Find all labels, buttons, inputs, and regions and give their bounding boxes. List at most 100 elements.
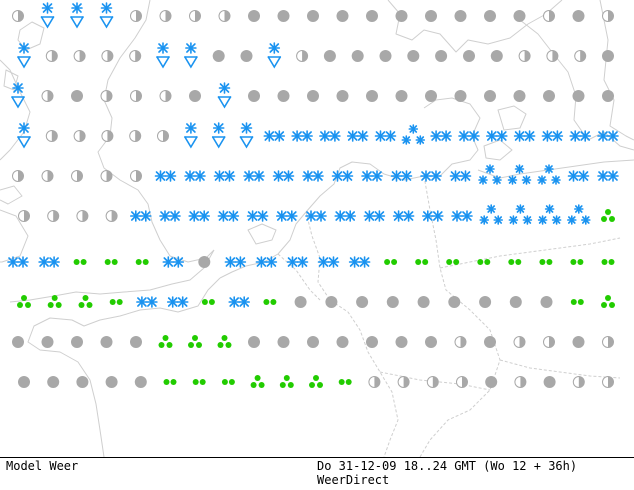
partly-cloudy-symbol xyxy=(71,170,83,182)
light-rain-symbol xyxy=(446,259,460,265)
snow-symbol xyxy=(392,210,415,222)
snow-symbol xyxy=(348,256,371,268)
light-rain-symbol xyxy=(221,379,235,385)
light-rain-symbol xyxy=(104,259,118,265)
light-rain-symbol xyxy=(73,259,87,265)
overcast-cloud-symbol xyxy=(12,336,24,348)
snow-symbol xyxy=(228,296,250,308)
overcast-cloud-symbol xyxy=(351,50,364,62)
overcast-cloud-symbol xyxy=(395,90,408,102)
snow-symbol xyxy=(263,130,286,142)
overcast-cloud-symbol xyxy=(277,336,290,348)
heavy-snow-symbol xyxy=(479,204,504,225)
overcast-cloud-symbol xyxy=(277,10,290,22)
snow-symbol xyxy=(541,130,564,142)
overcast-cloud-symbol xyxy=(572,10,585,22)
partly-cloudy-symbol xyxy=(602,10,614,22)
overcast-cloud-symbol xyxy=(134,376,147,388)
overcast-cloud-symbol xyxy=(490,50,503,62)
product-label: Model Weer xyxy=(6,459,79,473)
overcast-cloud-symbol xyxy=(212,50,225,62)
snow-symbol xyxy=(38,256,60,268)
heavy-snow-symbol xyxy=(401,124,426,145)
overcast-cloud-symbol xyxy=(71,90,83,102)
moderate-rain-symbol xyxy=(188,335,202,348)
snow-shower-symbol xyxy=(40,2,55,28)
overcast-cloud-symbol xyxy=(540,296,553,308)
moderate-rain-symbol xyxy=(309,375,323,388)
partly-cloudy-symbol xyxy=(105,210,118,222)
footer-divider xyxy=(0,457,634,458)
partly-cloudy-symbol xyxy=(45,130,58,142)
partly-cloudy-symbol xyxy=(518,50,531,62)
partly-cloudy-symbol xyxy=(45,50,58,62)
coastline-layer xyxy=(0,0,634,457)
light-rain-symbol xyxy=(201,299,215,305)
snow-symbol xyxy=(597,170,619,182)
snow-symbol xyxy=(255,256,278,268)
snow-symbol xyxy=(162,256,185,268)
overcast-cloud-symbol xyxy=(277,90,290,102)
overcast-cloud-symbol xyxy=(41,336,54,348)
light-rain-symbol xyxy=(163,379,177,385)
overcast-cloud-symbol xyxy=(543,376,556,388)
snow-symbol xyxy=(317,256,340,268)
overcast-cloud-symbol xyxy=(18,376,30,388)
snow-shower-symbol xyxy=(11,82,25,108)
partly-cloudy-symbol xyxy=(543,336,555,348)
snow-symbol xyxy=(305,210,327,222)
partly-cloudy-symbol xyxy=(41,170,54,182)
overcast-cloud-symbol xyxy=(379,50,392,62)
overcast-cloud-symbol xyxy=(47,376,60,388)
overcast-cloud-symbol xyxy=(366,336,378,348)
light-rain-symbol xyxy=(415,259,429,265)
overcast-cloud-symbol xyxy=(307,10,319,22)
overcast-cloud-symbol xyxy=(325,296,338,308)
overcast-cloud-symbol xyxy=(105,376,118,388)
snow-symbol xyxy=(430,130,452,142)
moderate-rain-symbol xyxy=(158,335,173,348)
heavy-snow-symbol xyxy=(508,204,533,225)
overcast-cloud-symbol xyxy=(336,336,349,348)
snow-symbol xyxy=(458,130,480,142)
snow-symbol xyxy=(217,210,240,222)
overcast-cloud-symbol xyxy=(572,90,585,102)
overcast-cloud-symbol xyxy=(543,90,555,102)
partly-cloudy-symbol xyxy=(159,10,172,22)
snow-symbol xyxy=(513,130,536,142)
snow-symbol xyxy=(567,170,590,182)
snow-shower-symbol xyxy=(184,122,198,148)
snow-symbol xyxy=(159,210,181,222)
partly-cloudy-symbol xyxy=(41,90,54,102)
overcast-cloud-symbol xyxy=(386,296,399,308)
overcast-cloud-symbol xyxy=(513,10,526,22)
snow-shower-symbol xyxy=(267,42,282,68)
partly-cloudy-symbol xyxy=(157,130,169,142)
overcast-cloud-symbol xyxy=(323,50,336,62)
partly-cloudy-symbol xyxy=(574,50,587,62)
snow-symbol xyxy=(154,170,177,182)
snow-symbol xyxy=(363,210,386,222)
light-rain-symbol xyxy=(477,259,491,265)
snow-symbol xyxy=(130,210,152,222)
snow-shower-symbol xyxy=(184,42,198,68)
snow-symbol xyxy=(420,170,442,182)
light-rain-symbol xyxy=(338,379,352,385)
overcast-cloud-symbol xyxy=(484,10,496,22)
snow-symbol xyxy=(319,130,341,142)
partly-cloudy-symbol xyxy=(368,376,381,388)
overcast-cloud-symbol xyxy=(479,296,492,308)
snow-symbol xyxy=(136,296,158,308)
overcast-cloud-symbol xyxy=(189,90,201,102)
snow-symbol xyxy=(346,130,369,142)
overcast-cloud-symbol xyxy=(425,10,437,22)
snow-symbol xyxy=(272,170,295,182)
snow-symbol xyxy=(213,170,236,182)
partly-cloudy-symbol xyxy=(47,210,60,222)
overcast-cloud-symbol xyxy=(417,296,430,308)
overcast-cloud-symbol xyxy=(366,10,378,22)
partly-cloudy-symbol xyxy=(101,50,114,62)
snow-symbol xyxy=(597,130,619,142)
overcast-cloud-symbol xyxy=(513,90,526,102)
partly-cloudy-symbol xyxy=(18,210,30,222)
